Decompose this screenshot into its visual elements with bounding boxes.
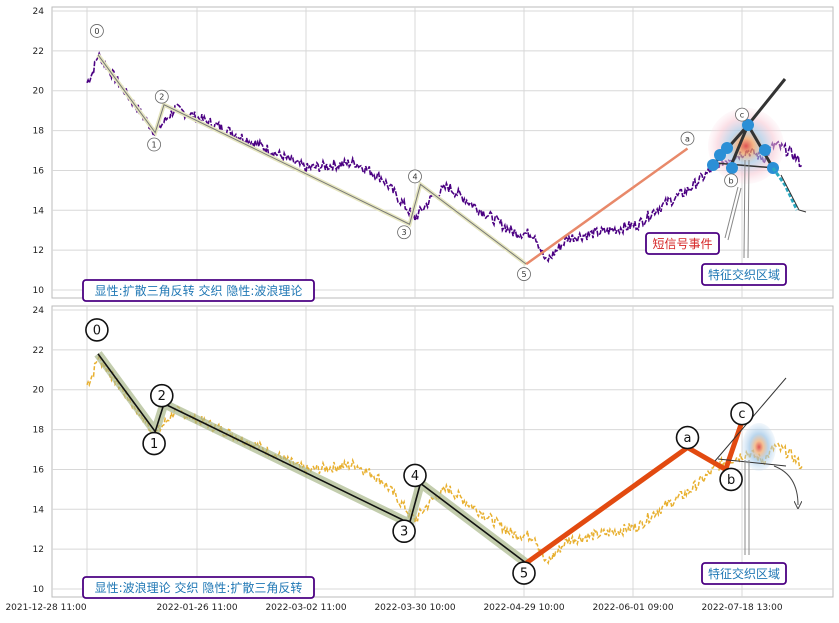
triangle-node (707, 159, 719, 171)
wave-label-circle (90, 24, 104, 38)
wave-label-circle (142, 431, 166, 456)
triangle-line (728, 124, 750, 169)
triangle-node (726, 162, 738, 174)
annotation-text: 特征交织区域 (708, 566, 780, 581)
x-tick-label: 2022-01-26 11:00 (156, 603, 237, 613)
y-tick-label: 22 (33, 47, 44, 57)
y-tick-label: 10 (33, 585, 45, 595)
annotation-text: 短信号事件 (652, 237, 712, 251)
correction-wave-a (525, 147, 689, 266)
correction-wave (524, 420, 745, 566)
wave-label-circle (397, 225, 412, 240)
y-tick-label: 20 (33, 386, 45, 396)
annotation-box (701, 562, 787, 585)
wave-label: 1 (152, 141, 157, 150)
trend-tail-outline (780, 174, 807, 213)
wave-label-circle (735, 107, 749, 122)
impulse-wave (97, 353, 527, 564)
wave-label: 5 (521, 270, 526, 279)
triangle-node (759, 144, 771, 156)
wave-label: b (729, 176, 734, 185)
short-signal-pointer (724, 186, 742, 241)
wave-label-circle (512, 561, 536, 585)
annotation-text: 特征交织区域 (708, 267, 780, 282)
y-tick-label: 20 (33, 87, 45, 97)
plot-area (51, 305, 834, 598)
wave-label-circle (724, 173, 738, 188)
triangle-line (746, 78, 787, 126)
wave-label: 0 (94, 27, 99, 36)
wave-label: 5 (520, 567, 528, 582)
annotation-box (645, 232, 720, 255)
x-tick-label: 2022-06-01 09:00 (592, 603, 673, 613)
feature-region-pointer (744, 460, 750, 555)
x-tick-label: 2022-04-29 10:00 (483, 603, 564, 613)
wave-label: 1 (150, 437, 158, 452)
wave-label: 4 (412, 172, 417, 181)
wave-label: 3 (400, 525, 408, 540)
wave-label: 0 (93, 323, 101, 338)
wave-label-circle (154, 89, 169, 104)
wave-label-circle (85, 318, 109, 342)
wave-label-circle (147, 137, 162, 152)
y-tick-label: 10 (33, 286, 45, 296)
y-tick-label: 14 (33, 505, 45, 515)
wave-label-circle (150, 383, 174, 408)
price-line (86, 51, 803, 264)
x-tick-label: 2022-03-30 10:00 (374, 603, 455, 613)
annotation-box (82, 576, 315, 599)
wave-label: a (684, 431, 692, 446)
trend-arrow (773, 465, 798, 505)
wave-label: b (727, 473, 735, 488)
wave-label-circle (517, 267, 531, 281)
y-tick-label: 18 (33, 127, 45, 137)
feature-region-pointer (743, 159, 750, 259)
wave-label: c (738, 407, 745, 422)
y-tick-label: 16 (33, 166, 45, 176)
y-tick-label: 22 (33, 346, 44, 356)
wave-label: c (740, 111, 744, 120)
wave-label: 4 (411, 469, 419, 484)
wave-label-circle (730, 401, 754, 426)
triangle-node (721, 142, 733, 154)
x-tick-label: 2022-03-02 11:00 (265, 603, 346, 613)
x-axis: 2021-12-28 11:00 2022-01-26 11:00 2022-03-… (5, 603, 782, 613)
wave-label-circle (719, 467, 743, 492)
wave-label-circle (680, 131, 695, 146)
y-tick-label: 14 (33, 206, 45, 216)
trend-tail (771, 167, 799, 211)
annotation-text: 显性:扩散三角反转 交织 隐性:波浪理论 (95, 283, 303, 298)
y-tick-label: 24 (33, 306, 45, 316)
wave-label: 3 (402, 228, 407, 237)
annotation-box (701, 263, 787, 286)
triangle-node (742, 119, 754, 131)
annotation-box (82, 279, 315, 302)
y-tick-label: 12 (33, 545, 44, 555)
impulse-wave (97, 54, 527, 265)
annotation-text: 显性:波浪理论 交织 隐性:扩散三角反转 (95, 580, 303, 595)
wave-label-circle (675, 425, 700, 450)
wave-label: 2 (158, 389, 166, 404)
y-tick-label: 18 (33, 426, 45, 436)
y-tick-label: 12 (33, 246, 44, 256)
y-tick-label: 24 (33, 7, 45, 17)
wave-label-circle (408, 169, 422, 184)
wave-label-circle (392, 519, 416, 544)
y-tick-label: 16 (33, 465, 45, 475)
wave-label: a (685, 135, 690, 144)
wave-label-circle (403, 463, 427, 488)
wave-label: 2 (159, 93, 164, 102)
x-tick-label: 2021-12-28 11:00 (5, 603, 86, 613)
triangle-base (717, 458, 787, 467)
x-tick-label: 2022-07-18 13:00 (701, 603, 782, 613)
feature-region-circle (742, 423, 776, 471)
